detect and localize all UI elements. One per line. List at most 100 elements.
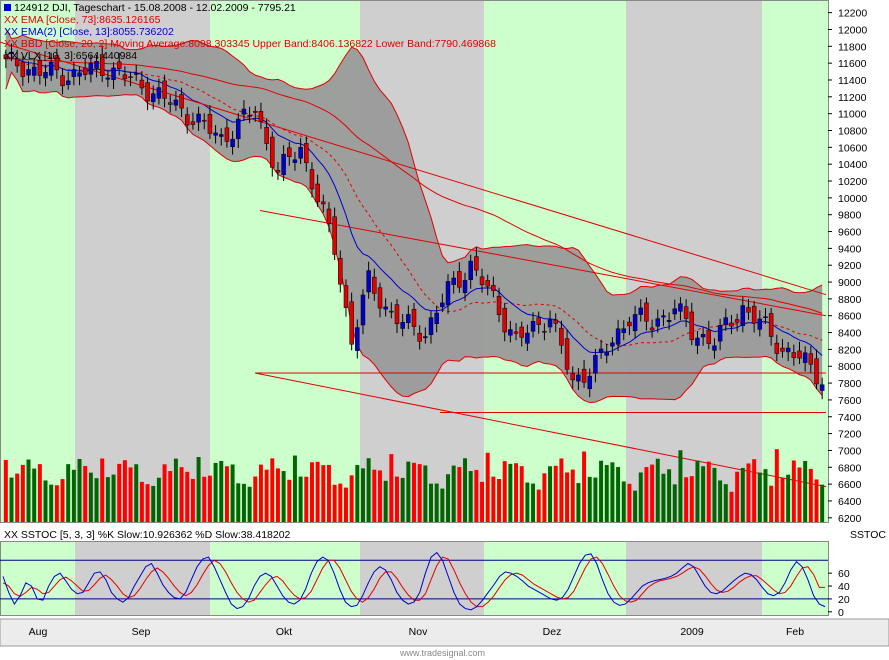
candle-body	[298, 147, 303, 159]
candle-body	[253, 111, 258, 113]
volume-bar	[292, 455, 297, 522]
volume-bar	[122, 460, 127, 522]
volume-bar	[576, 483, 581, 522]
volume-bar	[485, 452, 490, 522]
candle-body	[94, 61, 99, 69]
volume-bar	[270, 458, 275, 522]
legend-ema13[interactable]: XX EMA(2) [Close, 13]:8055.736202	[4, 26, 174, 38]
candle-body	[717, 325, 723, 342]
volume-bar	[49, 484, 54, 522]
volume-bar	[706, 461, 711, 522]
candle-body	[508, 329, 513, 336]
candle-body	[3, 54, 9, 60]
candle-body	[536, 317, 541, 325]
volume-bar	[338, 483, 343, 522]
volume-bar	[417, 464, 422, 522]
volume-bar	[735, 471, 740, 522]
stoch-frame	[0, 541, 829, 616]
candle-body	[332, 216, 337, 255]
candle-body	[383, 306, 388, 310]
volume-bar	[60, 479, 65, 522]
volume-bar	[389, 454, 394, 522]
stoch-tick-label: 60	[838, 568, 850, 580]
candle-body	[400, 322, 405, 329]
volume-bar	[372, 469, 377, 522]
candle-body	[525, 332, 530, 344]
legend-vlx[interactable]: XX VLX [10, 3]:6564.440984	[4, 50, 138, 62]
price-tick-label: 6800	[838, 462, 862, 474]
volume-bar	[258, 464, 263, 522]
volume-bar	[701, 466, 706, 522]
volume-bar	[395, 476, 399, 522]
volume-bar	[633, 490, 638, 522]
volume-bar	[196, 456, 201, 522]
volume-bar	[83, 465, 88, 522]
volume-bar	[531, 483, 536, 522]
panel-separator	[0, 522, 889, 541]
candle-body	[423, 336, 428, 339]
candle-body	[355, 327, 360, 351]
volume-bar	[321, 465, 326, 522]
candle-body	[9, 51, 14, 55]
candle-body	[434, 312, 439, 324]
volume-bar	[803, 461, 808, 522]
candle-body	[65, 80, 71, 85]
candle-body	[751, 305, 757, 324]
candle-body	[780, 347, 785, 352]
candle-body	[133, 73, 139, 75]
price-tick-label: 8800	[838, 294, 862, 306]
candle-body	[111, 67, 116, 81]
volume-bar	[723, 484, 728, 522]
price-tick-label: 11400	[838, 75, 867, 87]
candle-body	[213, 132, 218, 136]
volume-bar	[763, 469, 768, 522]
x-tick-label: Okt	[276, 626, 292, 638]
candle-body	[496, 295, 502, 315]
candle-body	[627, 321, 632, 327]
candle-body	[683, 306, 689, 319]
volume-bar	[525, 482, 530, 522]
volume-bar	[514, 463, 519, 522]
legend-ema73[interactable]: XX EMA [Close, 73]:8635.126165	[4, 14, 161, 26]
volume-bar	[457, 467, 462, 522]
candle-body	[202, 119, 207, 122]
legend-bbd[interactable]: XX BBD [Close, 20, 2] Moving Average:809…	[4, 38, 496, 50]
candles	[3, 43, 825, 400]
candle-body	[808, 353, 814, 365]
price-axis: 6200 6400 6600 6800 7000 7200 7400 7600 7800 8000…	[828, 8, 867, 525]
volume-bar	[298, 476, 303, 522]
volume-bar	[604, 465, 609, 522]
volume-bar	[672, 484, 677, 522]
candle-body	[513, 331, 519, 334]
volume-bar	[156, 477, 161, 522]
candle-body	[31, 66, 37, 76]
candle-body	[321, 201, 326, 205]
volume-bar	[712, 467, 717, 522]
volume-bar	[77, 458, 82, 522]
volume-bar	[315, 461, 320, 522]
stoch-panel-title: SSTOC	[850, 529, 886, 541]
volume-bar	[548, 466, 553, 522]
candle-body	[196, 113, 201, 123]
volume-bar	[667, 469, 672, 522]
candle-body	[610, 342, 615, 347]
volume-bar	[230, 464, 235, 522]
candle-body	[389, 310, 394, 313]
volume-bar	[281, 471, 286, 522]
candle-body	[37, 60, 43, 76]
volume-bar	[15, 473, 20, 522]
candle-body	[128, 76, 133, 78]
volume-bar	[820, 484, 825, 522]
candle-body	[695, 337, 700, 346]
volume-bars	[3, 449, 825, 522]
x-tick-label: Feb	[786, 626, 804, 638]
candle-body	[122, 74, 128, 80]
volume-bar	[644, 467, 649, 522]
stoch-legend[interactable]: XX SSTOC [5, 3, 3] %K Slow:10.926362 %D …	[4, 529, 291, 541]
price-tick-label: 11600	[838, 58, 867, 70]
candle-body	[372, 276, 377, 294]
candle-body	[43, 72, 48, 79]
